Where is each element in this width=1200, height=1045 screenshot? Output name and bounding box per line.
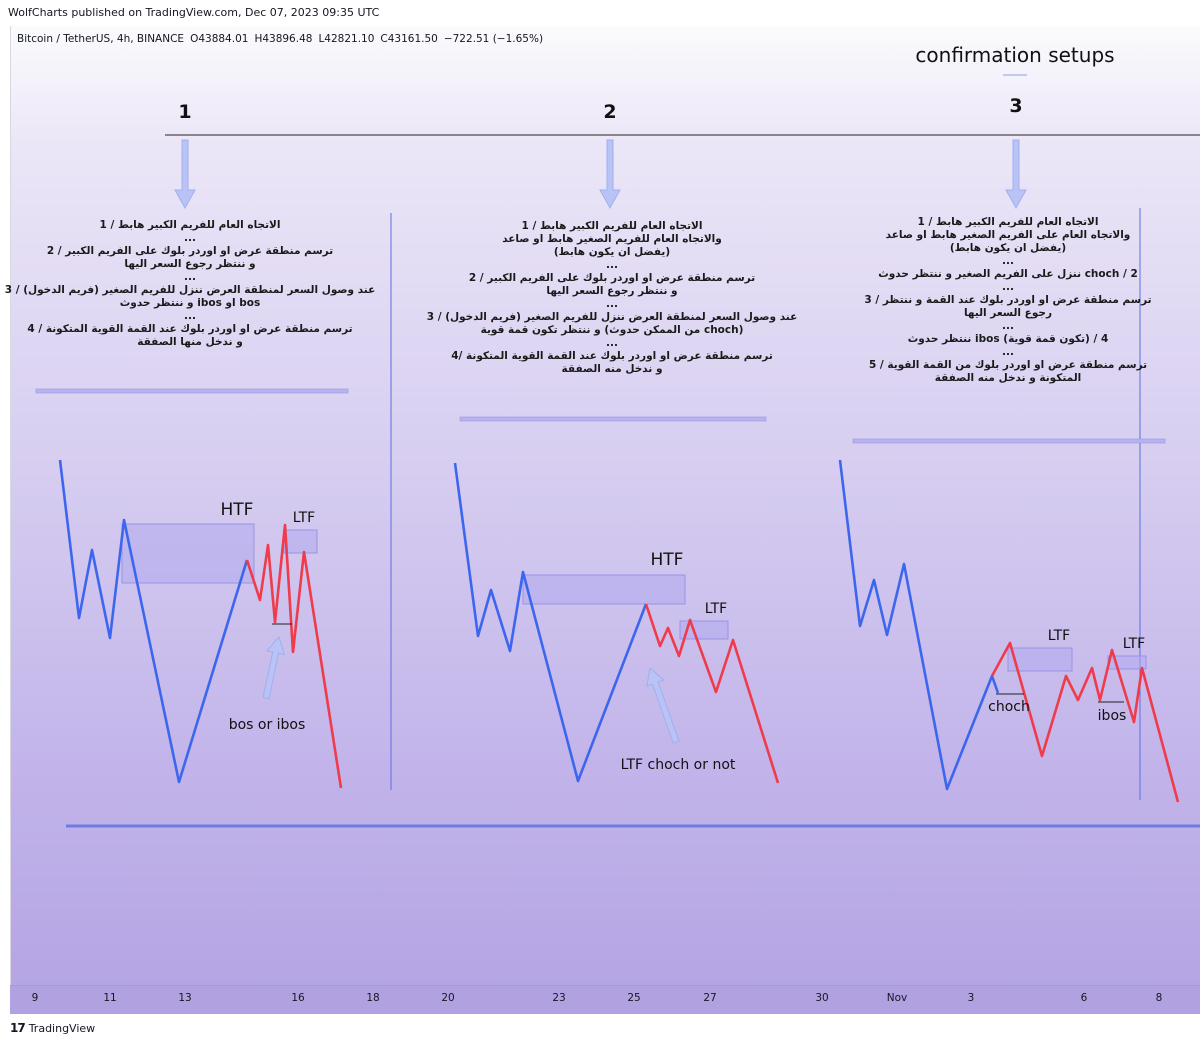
setup-2-notes-line-8: عند وصول السعر لمنطقة العرض ننزل للفريم …: [427, 311, 798, 323]
setup-number-1: 1: [178, 101, 191, 123]
ohlc-low: L42821.10: [318, 33, 375, 45]
x-tick-5: 18: [366, 992, 380, 1004]
setup-3-ltf-label-2: LTF: [1123, 636, 1145, 652]
setup-1-notes-line-5: ...: [184, 271, 196, 283]
setup-2-notes-line-2: والاتجاه العام للفريم الصغير هابط او صاع…: [502, 233, 722, 245]
tradingview-footer[interactable]: 17 TradingView: [10, 1021, 95, 1035]
setup-1-notes-line-6: عند وصول السعر لمنطقة العرض ننزل للفريم …: [5, 284, 376, 296]
setup-1-bull-path: [58, 459, 249, 784]
setup-1-up-arrow: [262, 636, 286, 700]
setup-2-up-arrow: [646, 667, 680, 744]
setup-2-notes-line-1: الاتجاه العام للفريم الكبير هابط / 1: [522, 220, 703, 232]
setup-3-choch-label: choch: [988, 699, 1030, 715]
setup-3-down-arrow: [1005, 139, 1027, 210]
setup-1-annotation: bos or ibos: [229, 717, 306, 733]
x-tick-4: 16: [291, 992, 305, 1004]
time-axis[interactable]: [10, 985, 1200, 1014]
setup-2-notes-line-3: (يفضل ان يكون هابط): [554, 246, 670, 258]
tradingview-logo-icon: 17: [10, 1021, 26, 1035]
setup-1-notes-line-3: ترسم منطقة عرض او اوردر بلوك على الفريم …: [47, 245, 333, 257]
setup-2-htf-zone: [522, 574, 686, 605]
chart-title: confirmation setups: [915, 43, 1114, 67]
setup-3-bull-path: [838, 459, 1000, 791]
setup-2-htf-label: HTF: [651, 550, 684, 570]
ohlc-close: C43161.50: [380, 33, 438, 45]
setup-1-notes-underline: [35, 388, 349, 394]
setup-2-notes-line-4: ...: [606, 259, 618, 271]
setup-2-notes-line-5: ترسم منطقة عرض او اوردر بلوك على الفريم …: [469, 272, 755, 284]
setup-3-notes-line-9: ...: [1002, 320, 1014, 332]
x-tick-9: 27: [703, 992, 717, 1004]
publisher-line: WolfCharts published on TradingView.com,…: [8, 6, 380, 19]
setup-3-notes-line-12: ترسم منطقة عرض او اوردر بلوك من القمة ال…: [869, 359, 1147, 371]
setup-1-htf-label: HTF: [221, 500, 254, 520]
x-tick-12: 3: [967, 992, 975, 1004]
setup-3-notes-line-6: ...: [1002, 281, 1014, 293]
setup-2-notes-line-12: و ندخل منه الصفقة: [562, 363, 663, 375]
ohlc-high: H43896.48: [254, 33, 313, 45]
setup-3-ltf-zone-1: [1007, 647, 1073, 672]
setup-1-ltf-label: LTF: [293, 510, 315, 526]
setup-1-notes-line-8: ...: [184, 310, 196, 322]
setup-3-notes-line-2: والاتجاه العام على الفريم الصغير هابط او…: [886, 229, 1131, 241]
setup-3-notes-line-5: ننزل على الفريم الصغير و ننتظر حدوث choc…: [878, 268, 1138, 280]
setup-1-notes-line-9: ترسم منطقة عرض او اوردر بلوك عند القمة ا…: [27, 323, 352, 335]
setup-1-notes-line-1: الاتجاه العام للفريم الكبير هابط / 1: [100, 219, 281, 231]
setup-1-bear-path: [245, 523, 343, 789]
setup-1-notes-line-10: و ندخل منها الصفقة: [137, 336, 242, 348]
setup-2-notes-underline: [459, 416, 767, 422]
setup-3-notes-line-3: (يفضل ان يكون هابط): [950, 242, 1066, 254]
setup-3-notes-line-10: ننتظر حدوث ibos (تكون قمة قوية) / 4: [908, 333, 1109, 345]
setup-2-notes-line-10: ...: [606, 337, 618, 349]
setup-3-notes-line-11: ...: [1002, 346, 1014, 358]
ohlc-open: O43884.01: [190, 33, 249, 45]
setup-3-notes-line-4: ...: [1002, 255, 1014, 267]
x-tick-2: 11: [103, 992, 117, 1004]
setup-1-ltf-zone: [283, 529, 318, 554]
x-tick-3: 13: [178, 992, 192, 1004]
x-tick-13: 6: [1080, 992, 1088, 1004]
setup-2-notes-line-11: ترسم منطقة عرض او اوردر بلوك عند القمة ا…: [451, 350, 773, 362]
x-tick-11: Nov: [886, 992, 908, 1004]
setup-3-bear-path: [990, 641, 1180, 803]
setup-3-ibos-label: ibos: [1098, 708, 1127, 724]
setup-1-notes-line-4: و ننتظر رجوع السعر اليها: [124, 258, 255, 270]
x-tick-1: 9: [31, 992, 39, 1004]
symbol-name: Bitcoin / TetherUS, 4h, BINANCE: [17, 33, 185, 45]
tradingview-brand: TradingView: [28, 1021, 96, 1035]
setup-3-notes-underline: [852, 438, 1166, 444]
setup-3-ltf-label-1: LTF: [1048, 628, 1070, 644]
setup-2-down-arrow: [599, 139, 621, 210]
setup-3-notes-line-1: الاتجاه العام للفريم الكبير هابط / 1: [918, 216, 1099, 228]
x-tick-6: 20: [441, 992, 455, 1004]
setup-1-notes-line-7: و ننتظر حدوث ibos او bos: [120, 297, 261, 309]
setup-number-2: 2: [603, 101, 616, 123]
setup-2-bull-path: [453, 462, 648, 783]
symbol-legend: Bitcoin / TetherUS, 4h, BINANCE O43884.01…: [17, 33, 549, 45]
setup-2-notes-line-7: ...: [606, 298, 618, 310]
setup-3-notes-line-7: ترسم منطقة عرض او اوردر بلوك عند القمة و…: [864, 294, 1151, 306]
setup-1-down-arrow: [174, 139, 196, 210]
setup-2-ltf-label: LTF: [705, 601, 727, 617]
x-tick-8: 25: [627, 992, 641, 1004]
setup-2-bear-path: [644, 603, 780, 784]
setup-2-notes-line-9: و ننتظر تكون قمة قوية (من الممكن حدوث ch…: [481, 324, 744, 336]
setup-1-notes-line-2: ...: [184, 232, 196, 244]
x-tick-7: 23: [552, 992, 566, 1004]
setup-1-htf-zone: [121, 523, 255, 584]
x-tick-14: 8: [1155, 992, 1163, 1004]
setup-2-notes-line-6: و ننتظر رجوع السعر اليها: [546, 285, 677, 297]
setup-2-annotation: LTF choch or not: [621, 757, 736, 773]
x-tick-10: 30: [815, 992, 829, 1004]
setup-number-3: 3: [1009, 95, 1022, 117]
setup-3-notes-line-8: رجوع السعر اليها: [964, 307, 1052, 319]
setup-3-notes-line-13: المتكونة و ندخل منه الصفقة: [935, 372, 1082, 384]
ohlc-change: −722.51 (−1.65%): [443, 33, 544, 45]
